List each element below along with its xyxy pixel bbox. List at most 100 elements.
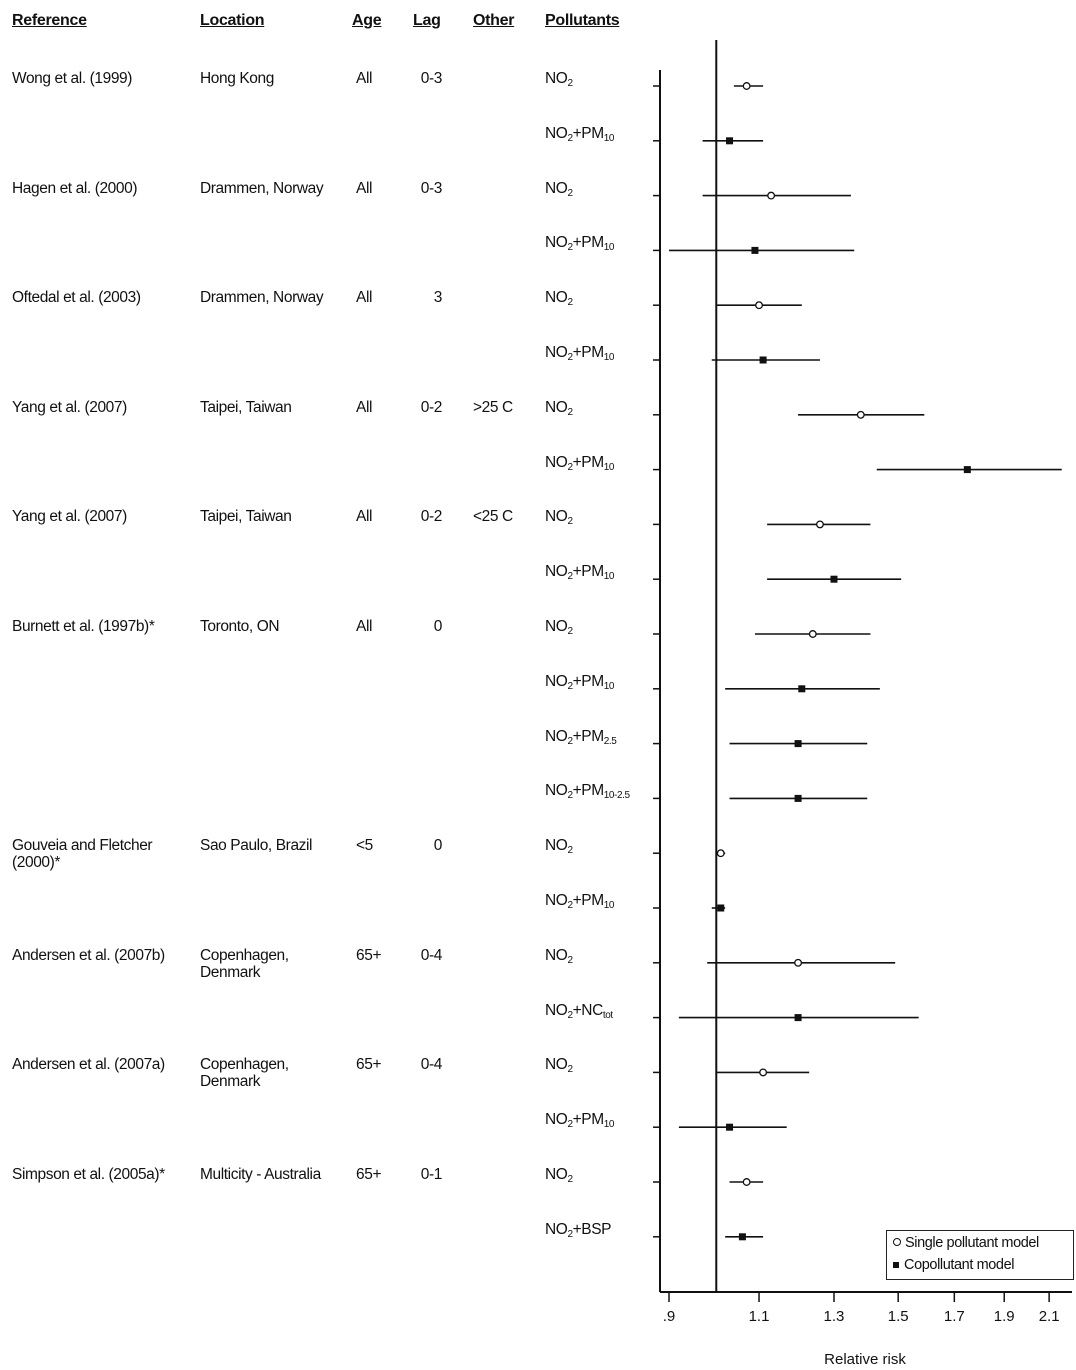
study-reference: Andersen et al. (2007b): [12, 946, 165, 964]
study-lag: 0: [433, 837, 443, 855]
study-reference: Yang et al. (2007): [12, 508, 127, 526]
point-copollutant: [726, 1123, 734, 1131]
study-other: <25 C: [473, 508, 513, 526]
study-reference: Andersen et al. (2007a): [12, 1056, 165, 1074]
pollutant-label: NO2+PM10: [545, 1111, 615, 1131]
point-single: [856, 410, 865, 419]
point-copollutant: [794, 740, 802, 748]
study-location: Copenhagen, Denmark: [200, 1056, 289, 1091]
x-tick-label: 2.1: [1039, 1308, 1060, 1325]
study-lag: 0-1: [420, 1166, 443, 1183]
point-single: [808, 630, 817, 638]
point-copollutant: [798, 685, 806, 693]
x-tick-label: 1.9: [994, 1308, 1015, 1325]
pollutant-label: NO2: [545, 179, 573, 199]
legend-single-label: Single pollutant model: [905, 1235, 1039, 1251]
point-copollutant: [717, 904, 725, 912]
study-location: Taipei, Taiwan: [200, 398, 292, 416]
study-lag: 0-4: [420, 1056, 443, 1074]
x-tick-label: 1.7: [944, 1308, 965, 1325]
point-single: [767, 191, 776, 200]
point-copollutant: [751, 246, 759, 254]
open-circle-icon: [893, 1238, 901, 1246]
x-axis-label: Relative risk: [824, 1351, 906, 1368]
study-reference: Gouveia and Fletcher (2000)*: [12, 837, 153, 872]
point-copollutant: [726, 137, 734, 145]
study-location: Copenhagen, Denmark: [200, 946, 289, 981]
study-location: Drammen, Norway: [200, 179, 324, 197]
x-tick-label: 1.3: [824, 1308, 845, 1325]
header-lag: Lag: [413, 12, 441, 29]
header-reference: Reference: [12, 12, 87, 29]
study-other: >25 C: [473, 398, 513, 416]
study-age: All: [356, 398, 373, 416]
study-lag: 0-2: [420, 508, 443, 526]
pollutant-label: NO2+PM10: [545, 892, 615, 911]
point-single: [742, 82, 751, 90]
header-age: Age: [352, 12, 382, 29]
study-age: All: [356, 179, 373, 197]
pollutant-label: NO2+PM10: [545, 453, 615, 473]
point-copollutant: [794, 794, 802, 802]
study-age: All: [356, 289, 373, 307]
study-lag: 0-4: [420, 946, 443, 964]
pollutant-label: NO2+PM10: [545, 344, 615, 363]
study-age: 65+: [356, 946, 382, 964]
pollutant-label: NO2: [545, 289, 573, 309]
header-pollutants: Pollutants: [545, 12, 620, 29]
point-single: [716, 849, 725, 858]
study-reference: Yang et al. (2007): [12, 398, 127, 416]
header-other: Other: [473, 12, 515, 29]
study-lag: 3: [433, 289, 443, 307]
study-lag: 0: [433, 618, 443, 635]
study-age: All: [356, 508, 373, 526]
point-copollutant: [738, 1233, 746, 1241]
study-location: Sao Paulo, Brazil: [200, 837, 313, 855]
header-location: Location: [200, 12, 265, 29]
point-single: [759, 1068, 768, 1077]
point-copollutant: [830, 575, 838, 583]
study-location: Drammen, Norway: [200, 289, 324, 307]
legend-copollutant: Copollutant model: [893, 1257, 1014, 1273]
study-age: All: [356, 618, 373, 635]
legend: Single pollutant model Copollutant model: [886, 1230, 1074, 1280]
legend-single: Single pollutant model: [893, 1235, 1039, 1251]
study-age: 65+: [356, 1056, 382, 1074]
study-lag: 0-3: [420, 179, 443, 197]
filled-square-icon: [893, 1262, 899, 1268]
point-single: [755, 301, 763, 310]
study-age: <5: [356, 837, 373, 855]
pollutant-label: NO2+NCtot: [545, 1001, 613, 1021]
study-location: Toronto, ON: [200, 618, 280, 635]
pollutant-label: NO2: [545, 837, 573, 857]
study-reference: Burnett et al. (1997b)*: [12, 618, 155, 635]
x-tick-label: 1.5: [888, 1308, 909, 1325]
pollutant-label: NO2: [545, 1056, 573, 1076]
study-reference: Simpson et al. (2005a)*: [12, 1166, 165, 1183]
pollutant-label: NO2+BSP: [545, 1220, 612, 1240]
point-single: [794, 958, 803, 967]
study-reference: Wong et al. (1999): [12, 70, 133, 87]
pollutant-label: NO2+PM10: [545, 124, 615, 144]
pollutant-label: NO2: [545, 70, 573, 89]
pollutant-label: NO2+PM10: [545, 234, 615, 254]
point-single: [742, 1178, 751, 1186]
study-age: 65+: [356, 1166, 382, 1183]
study-location: Multicity - Australia: [200, 1166, 321, 1183]
pollutant-label: NO2: [545, 618, 573, 637]
study-location: Hong Kong: [200, 70, 274, 87]
study-reference: Hagen et al. (2000): [12, 179, 138, 197]
legend-copollutant-label: Copollutant model: [904, 1257, 1015, 1273]
pollutant-label: NO2: [545, 508, 573, 528]
study-reference: Oftedal et al. (2003): [12, 289, 141, 307]
pollutant-label: NO2: [545, 1166, 573, 1185]
point-copollutant: [794, 1014, 802, 1022]
point-single: [816, 520, 824, 529]
pollutant-label: NO2+PM10: [545, 672, 615, 692]
pollutant-label: NO2+PM2.5: [545, 727, 617, 747]
study-location: Taipei, Taiwan: [200, 508, 292, 526]
pollutant-label: NO2+PM10-2.5: [545, 782, 630, 802]
point-copollutant: [759, 356, 767, 364]
study-age: All: [356, 70, 373, 87]
